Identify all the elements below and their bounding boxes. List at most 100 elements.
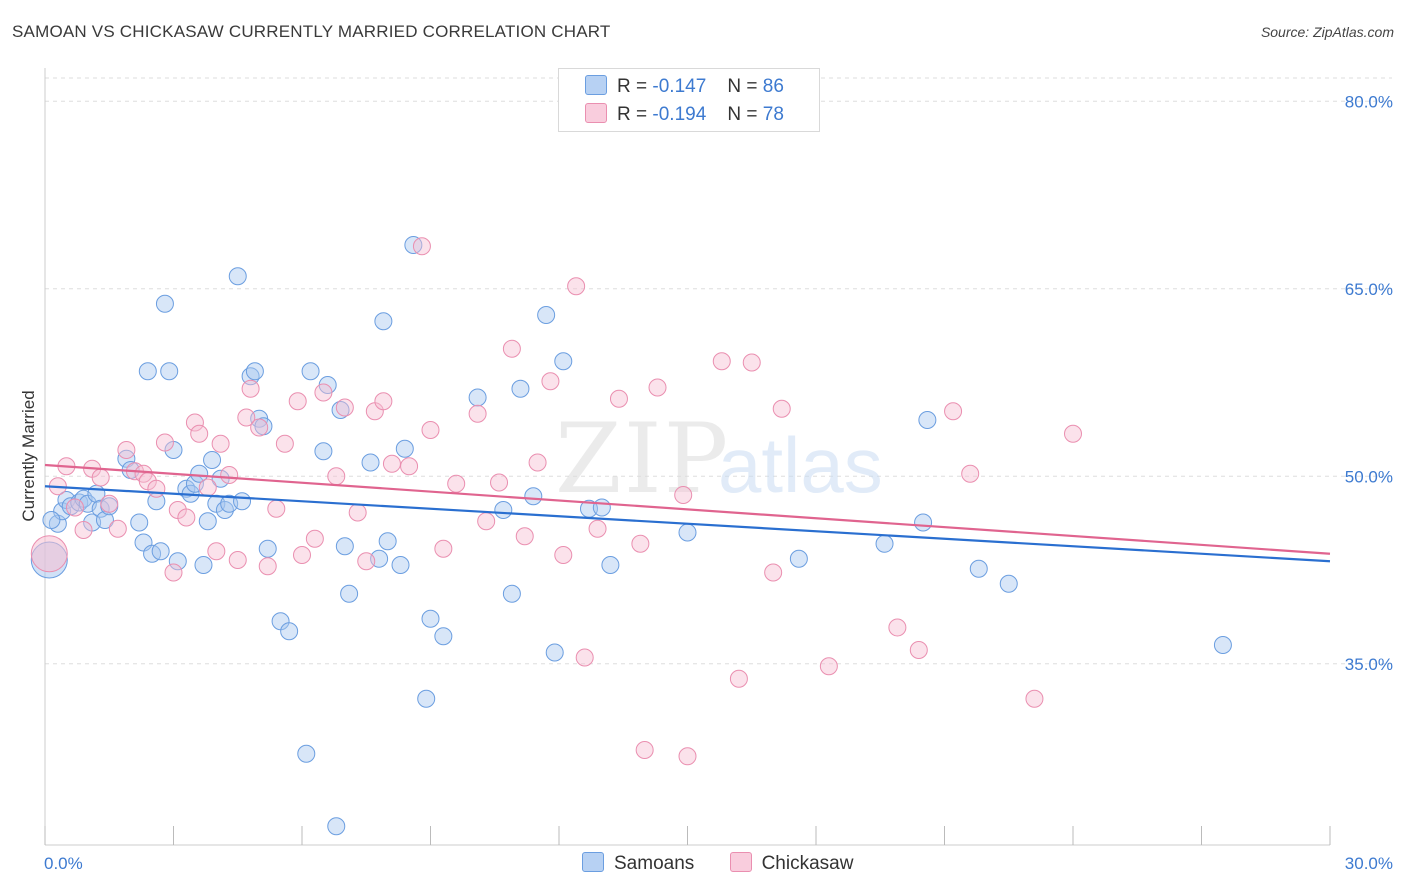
chickasaw-point [267, 499, 286, 518]
samoans-point [42, 511, 61, 529]
chickasaw-point [185, 413, 204, 432]
watermark-zip: ZIP [555, 403, 730, 515]
samoans-point [524, 487, 543, 506]
samoans-point [789, 549, 808, 568]
samoans-point [1213, 636, 1232, 654]
chickasaw-point [567, 277, 586, 296]
samoans-point [198, 512, 217, 531]
chickasaw-point [250, 418, 269, 437]
watermark-atlas: atlas [718, 421, 883, 509]
chickasaw-point [327, 467, 346, 486]
legend-row-samoans: R = -0.147 N = 86 [585, 75, 784, 97]
samoans-point [301, 362, 320, 381]
samoans-point [233, 492, 252, 511]
chickasaw-point [909, 641, 928, 659]
chickasaw-point [648, 378, 667, 397]
legend-item-samoans: Samoans [582, 852, 694, 875]
chickasaw-point [190, 424, 209, 443]
chickasaw-point [477, 512, 496, 531]
samoans-point [417, 689, 436, 708]
chickasaw-point [348, 503, 367, 522]
chickasaw-point [74, 521, 93, 539]
chickasaw-point [220, 466, 239, 484]
samoans-point [160, 362, 179, 381]
chickasaw-point [764, 563, 783, 582]
chickasaw-point [674, 486, 693, 504]
chickasaw-point [961, 464, 980, 483]
samoans-point [969, 559, 988, 578]
chickasaw-point [554, 546, 573, 564]
samoans-point [494, 501, 513, 519]
chickasaw-point [1025, 689, 1044, 708]
chickasaw-legend-swatch [729, 852, 752, 872]
samoans-point [378, 532, 397, 551]
samoans-point [258, 539, 277, 558]
chickasaw-point [241, 379, 260, 398]
legend-item-chickasaw: Chickasaw [729, 852, 853, 875]
chickasaw-point [400, 457, 419, 476]
samoans-point [395, 439, 414, 458]
y-tick-label: 50.0% [1345, 467, 1393, 486]
chickasaw-point [609, 389, 628, 408]
chickasaw-point [412, 237, 431, 256]
trend-lines [44, 463, 1331, 563]
chickasaw-point [91, 468, 110, 487]
chickasaw-trend-line [44, 463, 1331, 555]
samoans-point [875, 534, 894, 553]
series-legend: Samoans Chickasaw [582, 852, 883, 875]
samoans-point [914, 513, 933, 532]
chickasaw-point [819, 657, 838, 676]
chickasaw-point [374, 392, 393, 411]
chickasaw-point [258, 557, 277, 576]
samoans-point [280, 622, 299, 641]
samoans-point [537, 306, 556, 324]
watermark: ZIP atlas [555, 403, 883, 515]
chickasaw-point [944, 402, 963, 421]
samoans-point [554, 352, 573, 371]
chickasaw-point [237, 408, 256, 427]
chickasaw-point [541, 372, 560, 391]
y-tick-label: 65.0% [1345, 280, 1393, 299]
tick-labels: 35.0% 50.0% 65.0% 80.0% 0.0% 30.0% [44, 92, 1393, 873]
chickasaw-point [117, 441, 136, 459]
samoans-point [601, 556, 620, 574]
legend-row-chickasaw: R = -0.194 N = 78 [585, 103, 784, 125]
chickasaw-point [100, 494, 119, 513]
chickasaw-point [293, 546, 311, 564]
chickasaw-point [712, 352, 731, 371]
stats-legend: R = -0.147 N = 86 R = -0.194 N = 78 [558, 68, 820, 132]
samoans-point [190, 464, 209, 483]
samoans-point [421, 609, 440, 628]
y-tick-label: 80.0% [1345, 92, 1393, 111]
axes [44, 68, 1331, 846]
chickasaw-point [635, 741, 654, 759]
samoans-point [228, 267, 247, 286]
x-tick-label: 30.0% [1345, 854, 1393, 873]
chickasaw-point [742, 353, 761, 372]
samoans-point [361, 453, 380, 472]
chickasaw-point [528, 453, 547, 472]
samoans-point [203, 451, 222, 469]
samoans-swatch [585, 75, 607, 95]
chickasaw-point [490, 473, 509, 492]
chickasaw-point [335, 398, 354, 417]
chickasaw-point [468, 404, 487, 423]
samoans-point [327, 817, 346, 836]
x-tick-label: 0.0% [44, 854, 83, 873]
chickasaw-point [164, 563, 183, 582]
chickasaw-point [729, 669, 748, 688]
chickasaw-point [772, 399, 791, 418]
chickasaw-swatch [585, 103, 607, 123]
chickasaw-point [631, 534, 650, 553]
chart-title: SAMOAN VS CHICKASAW CURRENTLY MARRIED CO… [12, 22, 611, 41]
chickasaw-point [502, 339, 521, 358]
chickasaw-point [314, 383, 333, 402]
series-samoans [30, 236, 1232, 836]
samoans-point [434, 627, 453, 646]
chickasaw-point [108, 519, 127, 538]
chickasaw-point [588, 519, 607, 538]
series-chickasaw [30, 237, 1082, 766]
y-axis-label: Currently Married [19, 390, 38, 521]
samoans-point [245, 362, 264, 381]
